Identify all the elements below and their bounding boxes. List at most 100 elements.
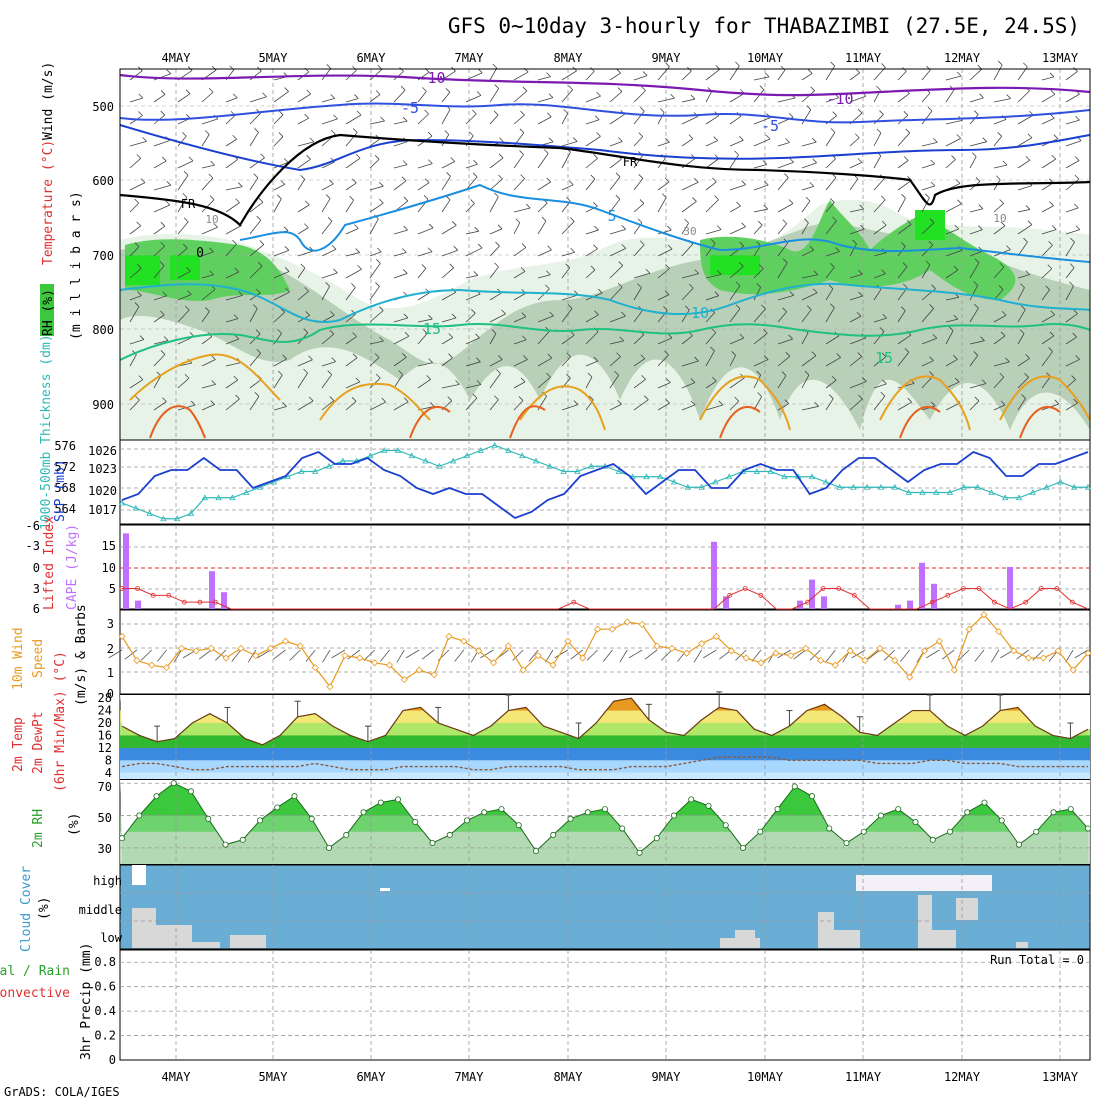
wind10-barb xyxy=(990,649,1000,663)
wind-barb-flag xyxy=(137,264,142,269)
wind-speed-marker xyxy=(876,644,884,652)
wind-barb-flag xyxy=(566,196,571,202)
wind-barb xyxy=(609,265,624,279)
wind-barb xyxy=(465,203,475,213)
wind-barb-flag xyxy=(761,304,766,310)
wind-barb xyxy=(465,176,478,191)
wind-barb xyxy=(777,161,794,169)
rh-marker xyxy=(274,804,281,811)
wind-barb xyxy=(225,379,239,389)
wind-barb-flag xyxy=(978,225,983,230)
wind-barb xyxy=(633,155,643,169)
contour-label-rh30: 30 xyxy=(683,225,696,238)
wind-barb xyxy=(441,249,458,257)
wind-barb xyxy=(297,372,308,389)
wind-barb-flag xyxy=(956,71,962,77)
li-marker xyxy=(992,599,997,605)
wind10-tick-0: 0 xyxy=(107,687,114,701)
wind-barb xyxy=(801,274,818,279)
wind-barb xyxy=(489,333,497,345)
wind-barb-flag xyxy=(546,177,551,183)
wind-barb-flag xyxy=(494,395,499,401)
rh-marker xyxy=(1067,806,1074,813)
wind-barb xyxy=(873,132,882,147)
wind-barb-flag xyxy=(1050,310,1056,316)
wind-barb xyxy=(273,184,285,191)
li-marker xyxy=(820,586,826,591)
thickness-marker xyxy=(643,473,650,480)
wind-barb-flag xyxy=(664,290,670,295)
wind-barb xyxy=(825,65,836,81)
contour-label-5: 5 xyxy=(607,207,616,225)
thickness-marker xyxy=(312,468,319,474)
wind-barb xyxy=(393,71,404,81)
wind-barb-flag xyxy=(951,155,956,160)
wind-barb xyxy=(969,141,987,147)
wind-barb-flag xyxy=(300,263,306,269)
wind-barb xyxy=(513,114,525,125)
wind10-barb xyxy=(124,649,138,660)
wind-barb-flag xyxy=(1074,156,1080,161)
wind-barb xyxy=(297,158,311,169)
wind-barb-flag xyxy=(520,267,526,272)
wind-barb xyxy=(465,163,478,169)
wind-speed-marker xyxy=(341,652,349,660)
wind-barb xyxy=(177,93,191,103)
wind-barb xyxy=(345,228,359,235)
wind-barb-flag xyxy=(858,394,863,400)
wind-barb xyxy=(297,117,309,125)
wind-barb-flag xyxy=(448,333,454,338)
cape-bar xyxy=(123,533,129,609)
wind-speed-marker xyxy=(935,637,943,645)
rh-marker xyxy=(567,815,574,822)
precip-frame xyxy=(119,949,1091,1061)
wind-barb xyxy=(753,224,763,235)
wind-barb xyxy=(465,293,481,301)
wind-barb-flag xyxy=(430,402,435,407)
wind-barb-flag xyxy=(1070,237,1075,243)
wind-barb xyxy=(153,225,166,235)
wind-barb xyxy=(345,357,358,367)
wind-barb-flag xyxy=(522,86,528,92)
wind-speed-marker xyxy=(192,647,200,655)
wind-barb-flag xyxy=(953,314,959,320)
wind-barb xyxy=(993,164,1008,169)
wind-barb-flag xyxy=(901,306,906,311)
wind-barb xyxy=(825,357,841,367)
rh-marker xyxy=(187,788,194,795)
wind-barb-flag xyxy=(862,377,867,382)
rh2m-grid xyxy=(120,780,1090,864)
thickness-marker xyxy=(229,494,236,501)
date-label-bottom: 4MAY xyxy=(162,1070,192,1084)
wind-barb xyxy=(153,245,165,257)
wind-barb xyxy=(1017,159,1030,169)
rh-legend-swatch xyxy=(40,284,54,336)
rh-shade-max-2 xyxy=(170,255,200,280)
wind-barb-flag xyxy=(1025,270,1030,275)
wind-barb-flag xyxy=(617,399,622,405)
wind-speed-marker xyxy=(118,632,126,640)
wind-barb xyxy=(129,268,142,279)
wind-barb xyxy=(321,400,335,411)
wind-barb xyxy=(849,208,864,213)
wind-barb-flag xyxy=(1000,331,1006,337)
wind-barb-flag xyxy=(639,199,645,204)
rh-marker xyxy=(481,809,488,816)
wind-barb-flag xyxy=(619,336,625,342)
instability-frame xyxy=(119,524,1091,610)
wind-barb-flag xyxy=(262,92,267,98)
wind-barb-flag xyxy=(901,193,906,199)
wind-barb xyxy=(585,119,600,125)
wind-barb-flag xyxy=(881,220,887,226)
wind-barb-flag xyxy=(1020,283,1025,288)
contour-label-15-a: 15 xyxy=(423,320,441,338)
wind-barb-flag xyxy=(403,313,409,319)
wind-barb-flag xyxy=(832,216,837,222)
ytick-900mb: 900 xyxy=(92,398,114,412)
wind-speed-marker xyxy=(475,647,483,655)
wind-barb xyxy=(609,113,625,125)
slp-tick-1023: 1023 xyxy=(88,462,117,476)
rh-marker xyxy=(791,783,798,790)
wind-speed-marker xyxy=(445,632,453,640)
wind10-barb xyxy=(289,649,301,661)
